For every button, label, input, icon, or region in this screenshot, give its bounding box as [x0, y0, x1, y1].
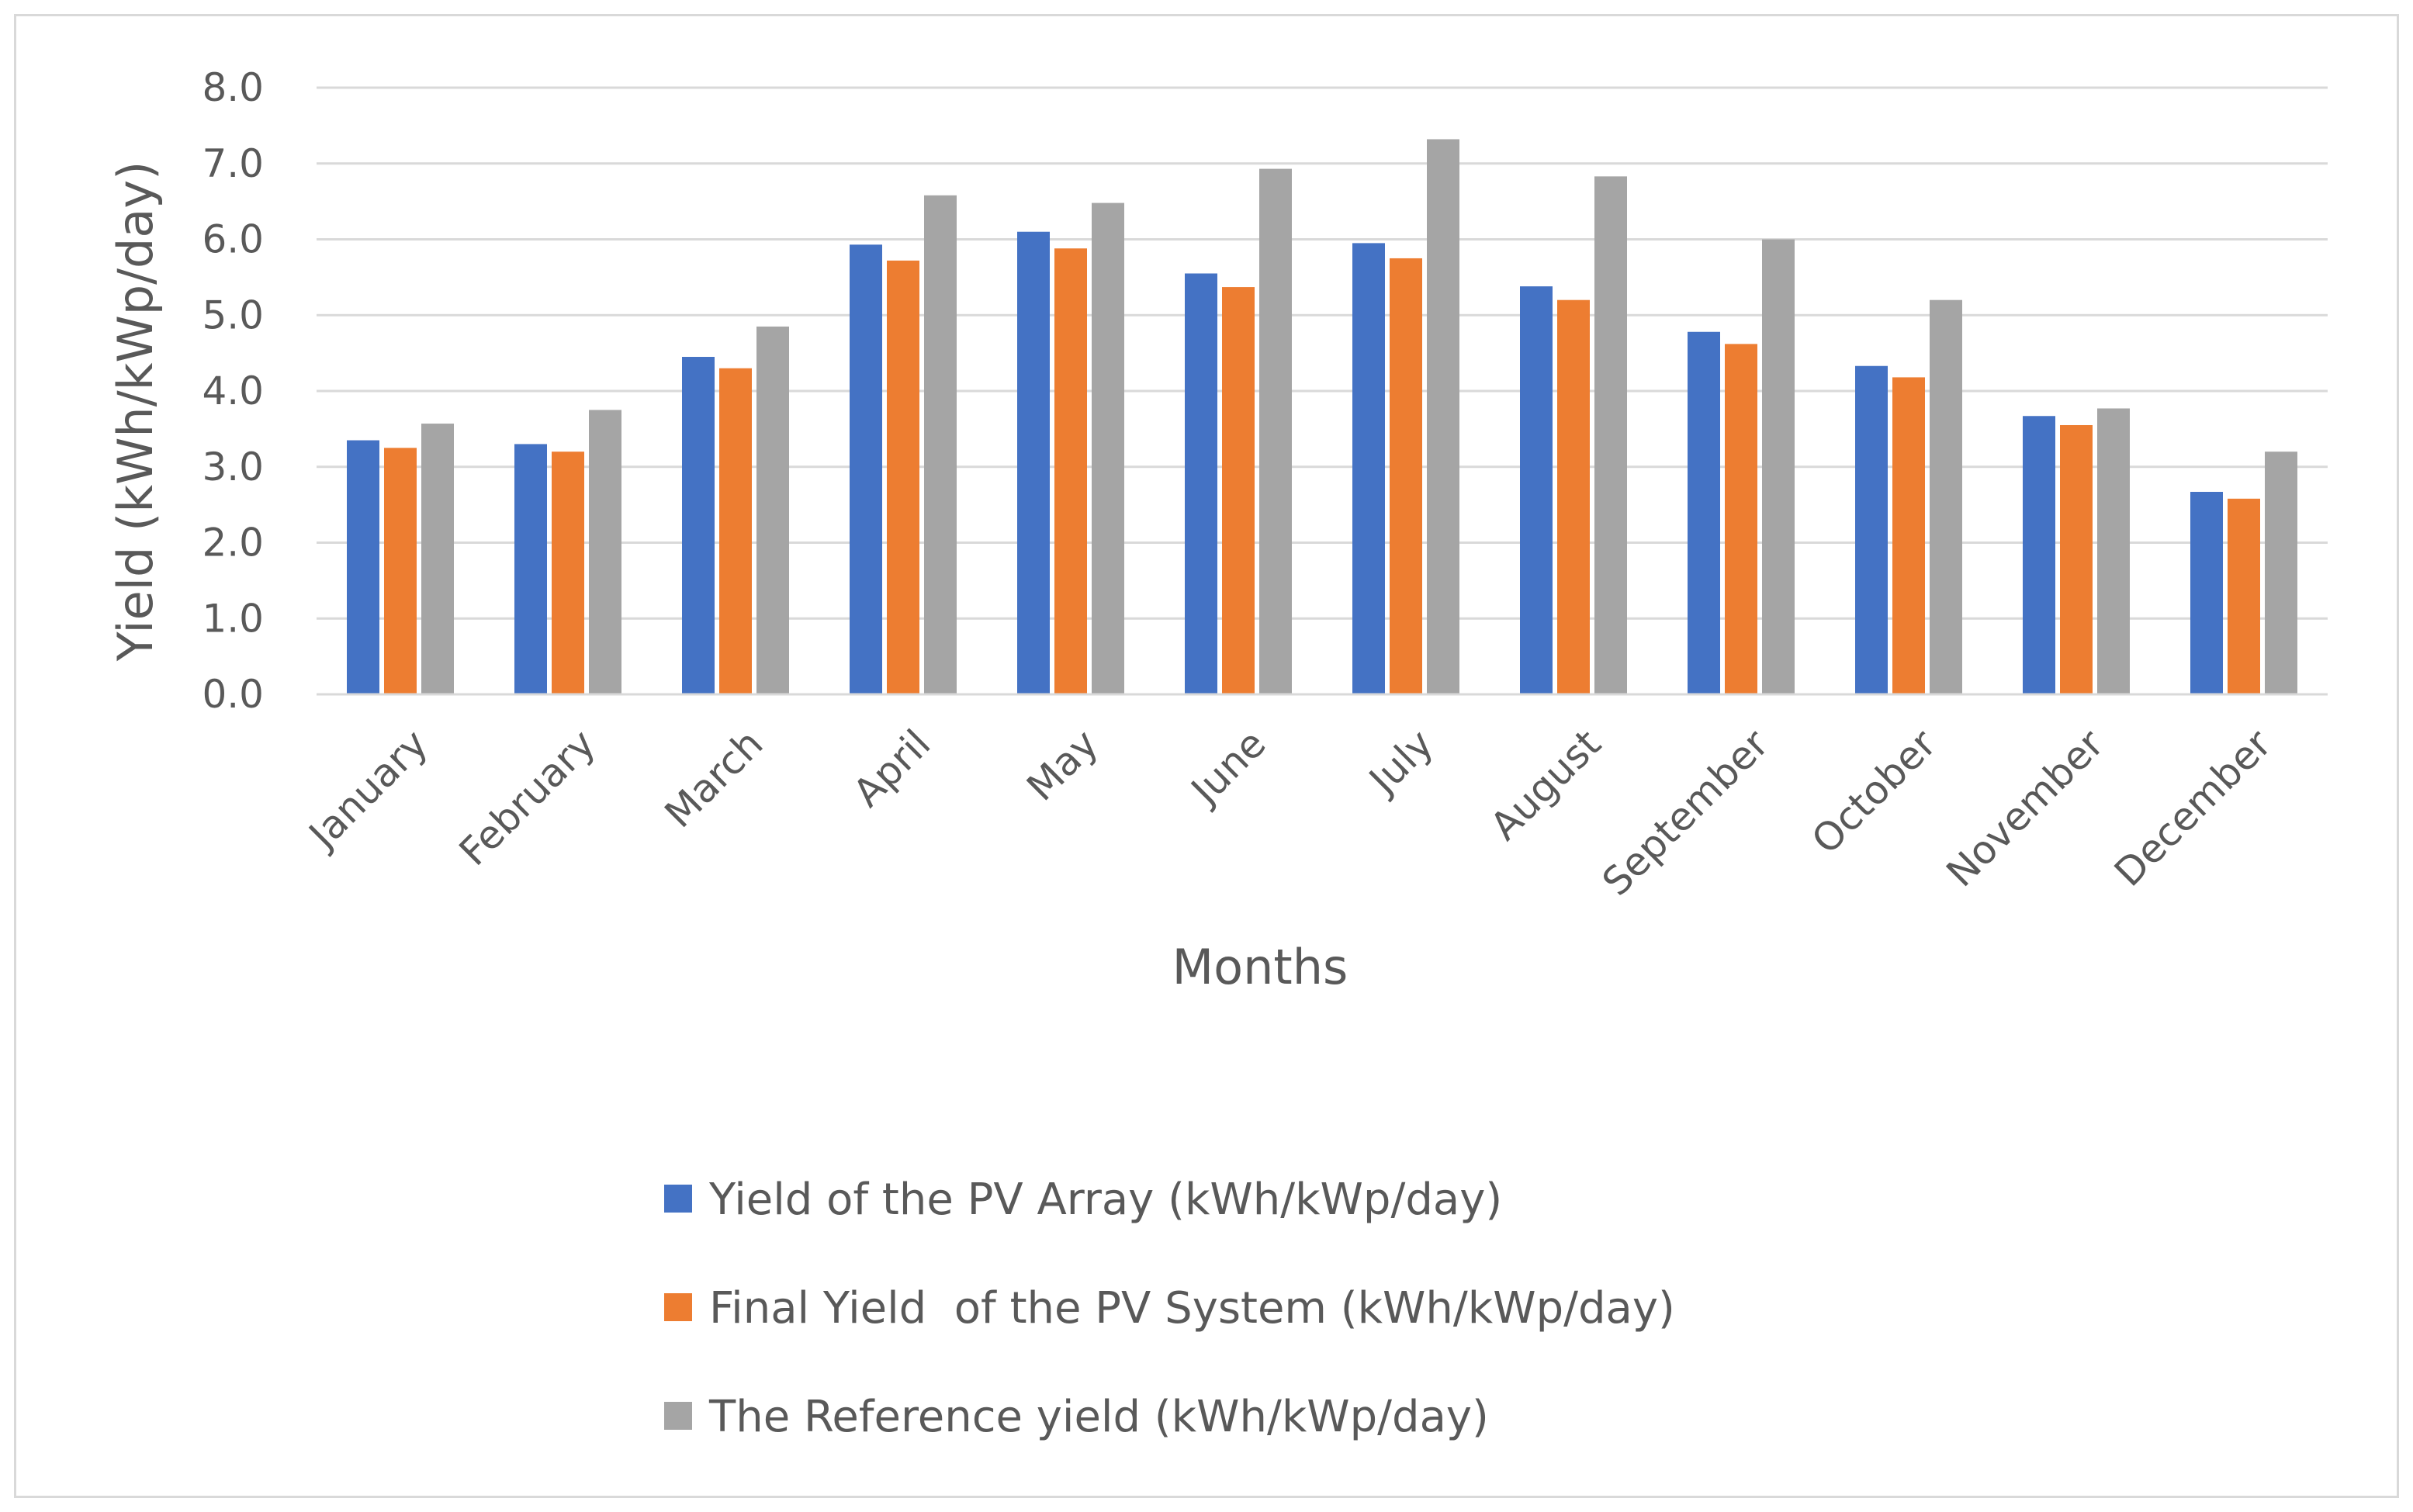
bar [682, 357, 715, 694]
bar [1557, 299, 1590, 694]
bar [1892, 377, 1925, 694]
bar [1688, 331, 1720, 694]
y-tick-label: 6.0 [202, 217, 264, 262]
x-tick-label: February [451, 721, 604, 874]
x-axis-title: Months [1172, 939, 1348, 995]
bar [756, 326, 789, 694]
y-axis-title: Yield (kWh/kWp/day) [107, 161, 164, 663]
bar [1017, 231, 1050, 695]
x-tick-label: October [1803, 721, 1945, 863]
x-tick-label: September [1594, 721, 1778, 905]
bar [1390, 258, 1422, 694]
legend-swatch [664, 1293, 692, 1321]
chart-frame [14, 14, 2399, 1498]
bar [1762, 239, 1795, 694]
x-tick-labels: January February March April May June July Augu… [299, 721, 2280, 905]
bar [2097, 408, 2130, 694]
x-tick-label: March [656, 721, 772, 836]
bar [1054, 248, 1087, 695]
y-tick-label: 5.0 [202, 292, 264, 337]
bar [1185, 273, 1217, 694]
bar [589, 410, 621, 694]
y-tick-label: 1.0 [202, 596, 264, 641]
legend-label: The Reference yield (kWh/kWp/day) [708, 1392, 1489, 1442]
y-tick-labels: 0.0 1.0 2.0 3.0 4.0 5.0 6.0 7.0 8.0 [202, 65, 264, 717]
bar [850, 244, 882, 694]
bar [552, 452, 584, 694]
legend: Yield of the PV Array (kWh/kWp/day) Final… [664, 1175, 1675, 1442]
bar [1352, 243, 1385, 694]
bars [347, 139, 2297, 695]
x-tick-label: August [1482, 721, 1610, 849]
bar [2060, 424, 2093, 694]
x-tick-label: January [299, 721, 436, 858]
bar [2023, 416, 2055, 694]
bar [347, 440, 379, 694]
x-tick-label: November [1938, 721, 2113, 895]
legend-swatch [664, 1185, 692, 1213]
bar [1594, 176, 1627, 694]
bar [2228, 498, 2260, 694]
bar [924, 195, 957, 694]
y-tick-label: 0.0 [202, 672, 264, 717]
bar [1092, 202, 1124, 695]
y-tick-label: 7.0 [202, 141, 264, 186]
bar [514, 444, 547, 694]
x-tick-label: June [1181, 721, 1274, 814]
x-tick-label: May [1018, 721, 1106, 809]
y-tick-label: 4.0 [202, 368, 264, 413]
bar [719, 368, 752, 694]
legend-label: Yield of the PV Array (kWh/kWp/day) [708, 1175, 1502, 1225]
bar [887, 260, 919, 694]
bar [1259, 168, 1292, 694]
bar [2190, 492, 2223, 694]
bar [2265, 452, 2297, 694]
bar [1222, 287, 1255, 694]
bar [1520, 286, 1553, 695]
bar [1855, 365, 1888, 694]
bar [1930, 299, 1962, 694]
x-tick-label: April [845, 721, 940, 815]
x-tick-label: July [1359, 721, 1442, 804]
legend-label: Final Yield of the PV System (kWh/kWp/da… [709, 1283, 1675, 1334]
y-tick-label: 2.0 [202, 521, 264, 566]
bar [1427, 139, 1459, 695]
bar [1725, 344, 1757, 694]
gridlines [317, 86, 2328, 620]
bar [384, 448, 417, 694]
bar [421, 424, 454, 694]
y-tick-label: 3.0 [202, 445, 264, 490]
y-tick-label: 8.0 [202, 65, 264, 110]
legend-swatch [664, 1402, 692, 1430]
x-tick-label: December [2106, 721, 2280, 895]
